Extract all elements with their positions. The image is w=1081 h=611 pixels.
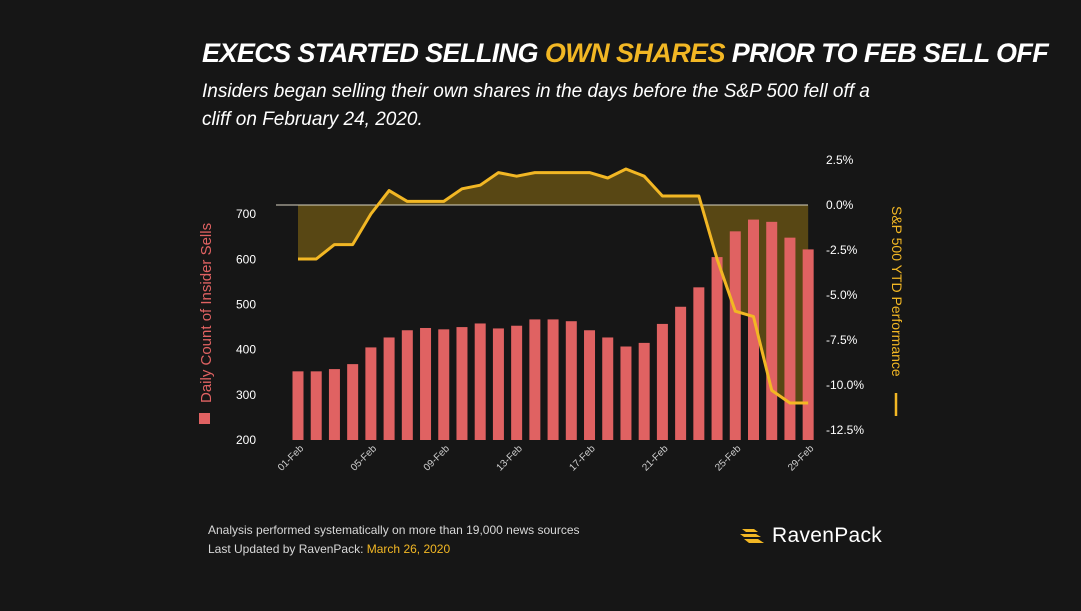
insider-sells-bar	[565, 321, 577, 440]
title-part1: EXECS STARTED SELLING	[202, 38, 545, 68]
right-tick-label: 0.0%	[826, 198, 854, 212]
insider-sells-bar	[802, 249, 814, 440]
left-axis-ticks: 200 300 400 500 600 700	[236, 207, 256, 447]
insider-sells-bars	[292, 219, 814, 440]
title-highlight: OWN SHARES	[544, 38, 726, 68]
ravenpack-logo: RavenPack	[740, 524, 882, 548]
footer-line2: Last Updated by RavenPack: March 26, 202…	[208, 540, 580, 559]
chart-title: EXECS STARTED SELLING OWN SHARES PRIOR T…	[202, 38, 1049, 69]
right-tick-label: -12.5%	[826, 423, 864, 437]
x-tick-label: 25-Feb	[713, 443, 743, 473]
insider-sells-bar	[748, 219, 759, 440]
insider-sells-bar	[401, 330, 413, 440]
right-tick-label: -7.5%	[826, 333, 858, 347]
left-tick-label: 500	[236, 298, 256, 312]
footer-updated-prefix: Last Updated by RavenPack:	[208, 542, 367, 556]
left-axis-label: Daily Count of Insider Sells	[198, 223, 215, 424]
left-tick-label: 600	[236, 252, 256, 266]
insider-sells-bar	[474, 323, 486, 440]
insider-sells-bar	[438, 329, 450, 440]
x-tick-label: 13-Feb	[495, 443, 525, 473]
insider-sells-bar	[784, 237, 796, 440]
insider-sells-bar	[365, 347, 377, 440]
left-tick-label: 700	[236, 207, 256, 221]
insider-sells-bar	[584, 330, 596, 440]
footer: Analysis performed systematically on mor…	[208, 521, 580, 559]
sp500-line	[298, 167, 809, 405]
left-axis-title: Daily Count of Insider Sells	[198, 223, 215, 403]
insider-sells-bar	[492, 328, 504, 440]
x-axis-ticks: 01-Feb 05-Feb 09-Feb 13-Feb 17-Feb 21-Feb 25-F…	[276, 443, 817, 473]
insider-sells-bar	[729, 231, 741, 440]
insider-sells-bar	[383, 337, 395, 440]
left-tick-label: 300	[236, 388, 256, 402]
x-tick-label: 29-Feb	[786, 443, 816, 473]
insider-sells-bar	[711, 257, 723, 440]
right-axis-label: S&P 500 YTD Performance	[889, 206, 905, 416]
chart-subtitle: Insiders began selling their own shares …	[202, 81, 870, 130]
ravenpack-logo-icon	[740, 529, 764, 543]
x-tick-label: 01-Feb	[276, 443, 306, 473]
insider-sells-bar	[456, 327, 468, 440]
sp500-line-layer	[298, 167, 809, 405]
insider-sells-bar	[693, 287, 705, 440]
insider-sells-bar	[766, 221, 778, 440]
insider-sells-bar	[529, 319, 541, 440]
right-axis-title: S&P 500 YTD Performance	[889, 206, 905, 377]
right-tick-label: -5.0%	[826, 288, 858, 302]
left-tick-label: 400	[236, 343, 256, 357]
insider-sells-bar	[602, 337, 614, 440]
right-tick-label: -10.0%	[826, 378, 864, 392]
insider-sells-bar	[547, 319, 559, 440]
insider-sells-bar	[656, 323, 668, 440]
insider-sells-bar	[328, 369, 340, 440]
footer-updated-date: March 26, 2020	[366, 542, 451, 556]
insider-sells-bar	[292, 371, 304, 440]
x-tick-label: 09-Feb	[422, 443, 452, 473]
insider-sells-legend-swatch	[199, 413, 210, 424]
footer-line1: Analysis performed systematically on mor…	[208, 523, 580, 537]
insider-sells-bar	[675, 306, 687, 440]
title-part2: PRIOR TO FEB SELL OFF	[724, 38, 1049, 68]
insider-sells-bar	[347, 364, 359, 440]
logo-text: RavenPack	[772, 524, 883, 547]
right-tick-label: -2.5%	[826, 243, 858, 257]
insider-sells-bar	[638, 342, 650, 440]
insider-sells-bar	[620, 346, 632, 440]
insider-sells-bar	[310, 371, 322, 440]
insider-sells-bar	[511, 325, 523, 440]
right-tick-label: 2.5%	[826, 153, 854, 167]
right-axis-ticks: 2.5% 0.0% -2.5% -5.0% -7.5% -10.0% -12.5%	[826, 153, 864, 437]
left-tick-label: 200	[236, 433, 256, 447]
insider-sells-bar	[420, 327, 432, 440]
x-tick-label: 05-Feb	[349, 443, 379, 473]
x-tick-label: 17-Feb	[567, 443, 597, 473]
x-tick-label: 21-Feb	[640, 443, 670, 473]
